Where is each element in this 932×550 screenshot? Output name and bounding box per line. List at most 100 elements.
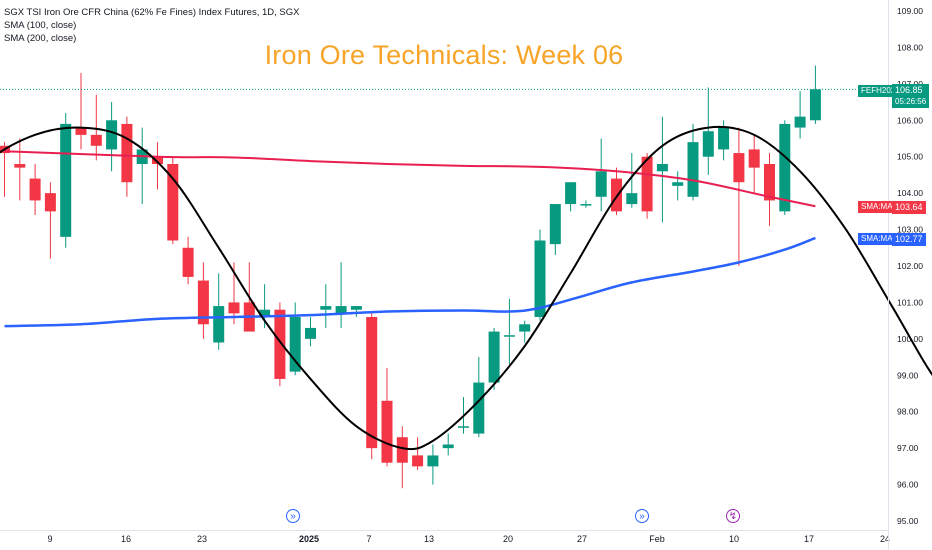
- x-tick-label: 27: [577, 534, 587, 544]
- arrow-forward-icon[interactable]: »: [286, 509, 300, 523]
- candle-body: [366, 317, 378, 449]
- y-tick-label: 108.00: [897, 42, 923, 52]
- candle-body: [182, 247, 194, 277]
- legend-sma200[interactable]: SMA (200, close): [4, 33, 77, 44]
- candle-body: [565, 182, 577, 205]
- y-tick-label: 105.00: [897, 152, 923, 162]
- candle-body: [794, 116, 806, 128]
- candle-body: [488, 331, 500, 383]
- candle-body: [687, 142, 699, 197]
- candle-body: [335, 306, 347, 314]
- candle-body: [580, 204, 592, 206]
- candle-body: [442, 444, 454, 449]
- candle-body: [152, 156, 163, 164]
- legend-sma100[interactable]: SMA (100, close): [4, 20, 77, 31]
- candle-body: [549, 204, 561, 245]
- y-tick-label: 106.00: [897, 115, 923, 125]
- candle-body: [595, 171, 607, 197]
- candle-body: [213, 306, 225, 343]
- candle-body: [641, 156, 653, 212]
- sma200-tag: SMA:MA: [858, 201, 896, 213]
- y-tick-label: 101.00: [897, 297, 923, 307]
- candle-body: [289, 317, 301, 372]
- last-price-value: 106.85: [895, 85, 923, 95]
- candle-body: [672, 182, 684, 186]
- candle-body: [167, 164, 179, 241]
- y-tick-label: 97.00: [897, 443, 919, 453]
- y-tick-label: 104.00: [897, 188, 923, 198]
- legend-symbol[interactable]: SGX TSI Iron Ore CFR China (62% Fe Fines…: [4, 7, 300, 18]
- candle-body: [121, 123, 133, 183]
- candle-body: [350, 306, 362, 310]
- candle-body: [305, 327, 316, 339]
- symbol-tag: FEFH2025: [858, 85, 903, 97]
- candle-body: [718, 127, 730, 150]
- candle-body: [733, 153, 745, 183]
- candle-body: [381, 400, 393, 463]
- candle-body: [626, 193, 638, 205]
- candle-body: [320, 306, 332, 310]
- x-tick-label: 10: [729, 534, 739, 544]
- candle-body: [519, 324, 531, 332]
- y-tick-label: 96.00: [897, 480, 919, 490]
- candle-body: [611, 178, 622, 212]
- candle-body: [458, 426, 469, 428]
- x-tick-label: 17: [804, 534, 814, 544]
- chart-overlay-title: Iron Ore Technicals: Week 06: [264, 40, 624, 70]
- candle-body: [412, 455, 424, 467]
- candle-body: [779, 123, 791, 212]
- candle-body: [748, 149, 760, 168]
- y-tick-label: 102.00: [897, 261, 923, 271]
- candle-body: [29, 178, 41, 201]
- candle-body: [764, 164, 775, 201]
- candle-body: [274, 309, 286, 379]
- candles-group: [0, 65, 821, 489]
- time-axis: 9 16 23 2025 7 13 20 27 Feb 10 17 24: [47, 534, 890, 544]
- x-tick-label: 24: [880, 534, 890, 544]
- x-tick-label: 2025: [299, 534, 319, 544]
- sma200-price-label: 103.64: [892, 201, 926, 214]
- y-tick-label: 95.00: [897, 516, 919, 526]
- x-tick-label: 23: [197, 534, 207, 544]
- arrow-forward-icon[interactable]: »: [635, 509, 649, 523]
- x-tick-label: 9: [47, 534, 52, 544]
- y-tick-label: 98.00: [897, 407, 919, 417]
- lines-group: [0, 88, 932, 451]
- time-axis-separator: [0, 530, 888, 531]
- last-price-label: 106.85 05:26:56: [892, 84, 930, 108]
- sma100-price-label: 102.77: [892, 233, 926, 246]
- y-tick-label: 107.00: [897, 79, 923, 89]
- candle-body: [396, 437, 408, 463]
- candle-body: [259, 309, 271, 317]
- sma100-line: [4, 236, 816, 328]
- y-tick-label: 103.00: [897, 225, 923, 235]
- chart-legend[interactable]: SGX TSI Iron Ore CFR China (62% Fe Fines…: [4, 6, 299, 45]
- candle-body: [228, 302, 240, 314]
- candle-body: [14, 164, 26, 168]
- candle-body: [197, 280, 209, 325]
- x-tick-label: 13: [424, 534, 434, 544]
- lightning-icon[interactable]: ↯: [726, 509, 740, 523]
- x-tick-label: 7: [366, 534, 371, 544]
- candle-body: [809, 89, 821, 121]
- y-tick-label: 109.00: [897, 6, 923, 16]
- sma200-line: [4, 150, 816, 208]
- x-tick-label: 16: [121, 534, 131, 544]
- price-axis-separator: [888, 0, 889, 550]
- sma100-tag: SMA:MA: [858, 233, 896, 245]
- cycle-curve: [0, 125, 932, 451]
- candle-body: [106, 120, 118, 150]
- candle-body: [60, 123, 72, 237]
- x-tick-label: Feb: [649, 534, 665, 544]
- candle-body: [90, 134, 102, 146]
- candle-body: [44, 193, 56, 212]
- x-tick-label: 20: [503, 534, 513, 544]
- bar-countdown: 05:26:56: [895, 97, 927, 106]
- candle-body: [503, 335, 515, 337]
- candle-body: [656, 164, 668, 172]
- candle-body: [534, 240, 546, 317]
- candle-body: [702, 131, 714, 157]
- y-tick-label: 99.00: [897, 370, 919, 380]
- candle-body: [473, 382, 485, 434]
